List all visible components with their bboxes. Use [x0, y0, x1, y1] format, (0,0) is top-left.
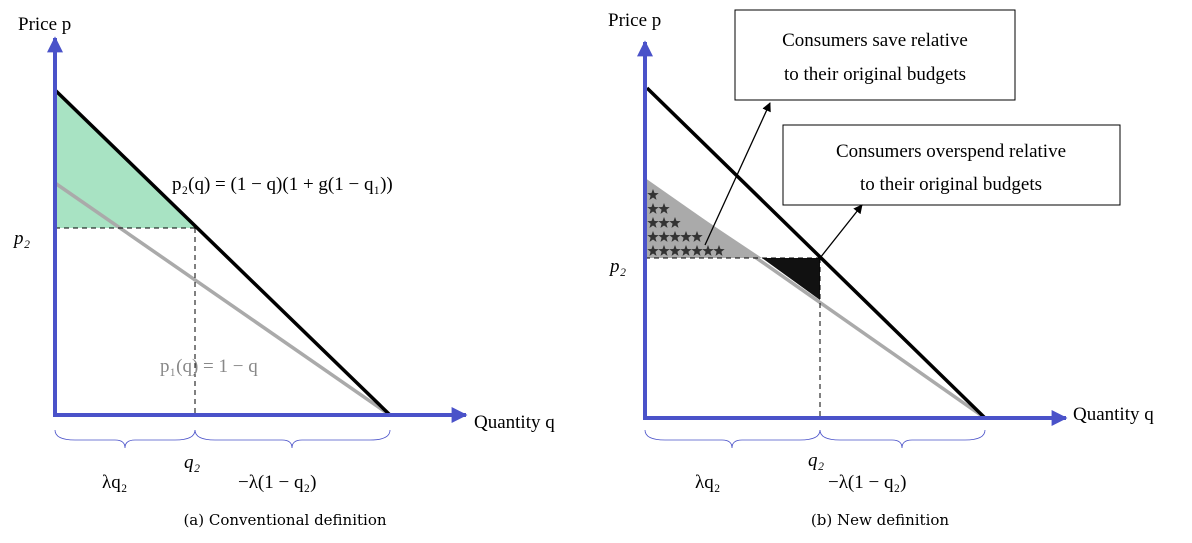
q2-label: q₂	[184, 452, 201, 473]
star	[658, 231, 670, 242]
star	[702, 245, 714, 256]
star	[647, 231, 659, 242]
star	[691, 245, 703, 256]
star	[647, 189, 659, 200]
star	[669, 217, 681, 228]
caption: (a) Conventional definition	[183, 511, 386, 529]
q2-label: q₂	[808, 450, 825, 471]
brace-label: λq₂	[102, 472, 127, 493]
brace	[194, 429, 391, 449]
panel-a: Price p Quantity q p₂ q₂ p₂(q) = (1 − q)…	[12, 14, 555, 529]
brace	[54, 429, 196, 449]
brace-label: λq₂	[695, 472, 720, 493]
panel-b: Price p Quantity q p₂ q₂ λq₂ −λ(1 − q₂) …	[608, 9, 1154, 529]
overspend-text: Consumers overspend relative	[836, 141, 1066, 162]
overspend-area	[762, 258, 820, 300]
save-text: Consumers save relative	[782, 30, 968, 51]
x-axis-label: Quantity q	[474, 412, 555, 433]
new-curve	[645, 86, 987, 420]
star	[680, 231, 692, 242]
save-box	[734, 9, 1016, 101]
star	[669, 231, 681, 242]
star	[658, 203, 670, 214]
old-curve	[643, 178, 987, 420]
caption: (b) New definition	[811, 511, 949, 529]
overspend-box	[782, 124, 1121, 206]
star	[669, 245, 681, 256]
arrow	[819, 204, 863, 259]
brace-label: −λ(1 − q₂)	[238, 472, 316, 493]
arrow	[704, 102, 771, 246]
new-curve	[53, 88, 392, 417]
y-axis-label: Price p	[18, 14, 71, 35]
y-axis-label: Price p	[608, 10, 661, 31]
brace	[644, 429, 821, 449]
star	[680, 245, 692, 256]
new-curve-label: p₂(q) = (1 − q)(1 + g(1 − q₁))	[172, 174, 393, 195]
star	[647, 203, 659, 214]
star	[658, 217, 670, 228]
star	[647, 245, 659, 256]
star	[658, 245, 670, 256]
star	[713, 245, 725, 256]
brace-label: −λ(1 − q₂)	[828, 472, 906, 493]
x-axis-label: Quantity q	[1073, 404, 1154, 425]
brace	[819, 429, 986, 449]
old-curve	[54, 181, 391, 417]
overspend-text: to their original budgets	[860, 174, 1042, 195]
save-text: to their original budgets	[784, 64, 966, 85]
p2-label: p₂	[12, 228, 31, 249]
old-curve-label: p₁(q) = 1 − q	[160, 356, 258, 377]
star	[691, 231, 703, 242]
star	[647, 217, 659, 228]
p2-label: p₂	[608, 256, 627, 277]
